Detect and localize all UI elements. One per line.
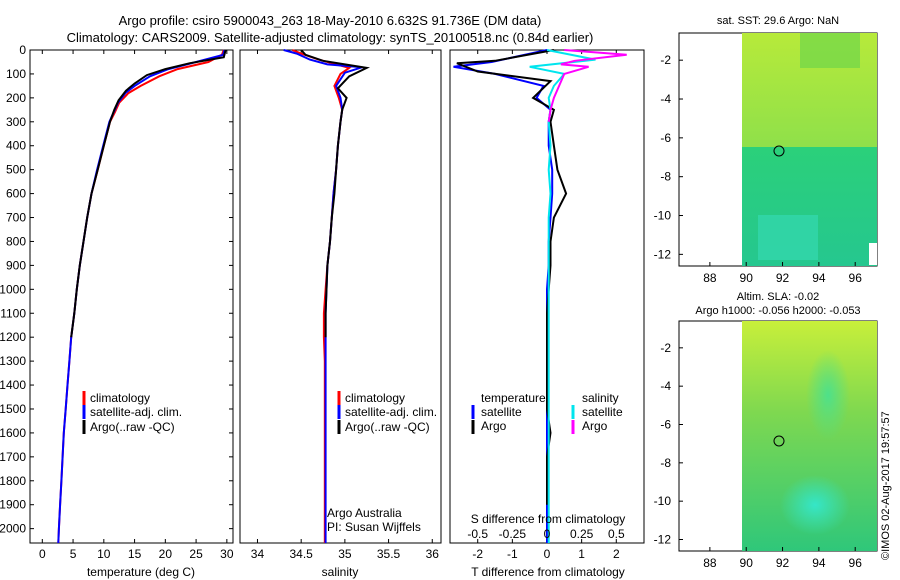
y-tick-label: 1100: [0, 306, 26, 320]
title-line-1: Argo profile: csiro 5900043_263 18-May-2…: [118, 13, 542, 28]
salinity-annotation-line1: Argo Australia: [327, 506, 402, 520]
series-line-argo-raw-qc-: [70, 49, 227, 338]
title-line-2: Climatology: CARS2009. Satellite-adjuste…: [66, 30, 594, 45]
y-tick-label: 500: [6, 163, 26, 177]
y-tick-label: 1500: [0, 402, 26, 416]
y-tick-label: 600: [6, 187, 26, 201]
altimetry-map-title-1: Altim. SLA: -0.02: [736, 291, 820, 303]
x2-tick-label: 0.25: [570, 527, 594, 541]
x-tick-label: 34: [251, 547, 265, 561]
series-line-salinity-argo: [547, 49, 627, 122]
y-tick-label: 1700: [0, 450, 26, 464]
temperature-x-axis: 0 5 10 15 20 25 30: [39, 50, 234, 561]
x-tick-label: -2: [472, 547, 483, 561]
altimetry-map-title-2: Argo h1000: -0.056 h2000: -0.053: [695, 305, 861, 317]
salinity-panel: 34 34.5 35 35.5 36 climatology satellite-adj…: [239, 49, 442, 579]
legend-argo-label: Argo(..raw -QC): [90, 420, 175, 434]
y-tick-label: 1000: [0, 282, 26, 296]
y-tick-label: 1900: [0, 498, 26, 512]
series-line-argo-raw-qc-: [300, 49, 371, 338]
x-tick-label: 25: [189, 547, 203, 561]
y-tick-label: 2000: [0, 522, 26, 536]
x-tick-label: -1: [507, 547, 518, 561]
sst-map-title: sat. SST: 29.6 Argo: NaN: [716, 15, 840, 27]
y-tick-label: 1400: [0, 378, 26, 392]
x-tick-label: 35: [338, 547, 352, 561]
legend-climatology-label: climatology: [345, 391, 405, 405]
temperature-legend: climatology satellite-adj. clim. Argo(..…: [82, 391, 182, 434]
temperature-lines: [57, 49, 227, 544]
legend-satellite-label: satellite-adj. clim.: [90, 405, 182, 419]
x-tick-label: 30: [220, 547, 234, 561]
x-tick-label: 1: [578, 547, 585, 561]
x-tick-label: 20: [159, 547, 173, 561]
y-tick-label: 1200: [0, 330, 26, 344]
salinity-difference-axis: -0.5 -0.25 0 0.25 0.5: [467, 527, 625, 541]
x-tick-label: 35.5: [377, 547, 401, 561]
legend-argo-label: Argo(..raw -QC): [345, 420, 430, 434]
salinity-x-axis: 34 34.5 35 35.5 36: [251, 50, 439, 561]
x2-tick-label: -0.25: [499, 527, 527, 541]
x2-tick-label: 0: [544, 527, 551, 541]
x-tick-label: 0: [544, 547, 551, 561]
y-tick-label: 1800: [0, 474, 26, 488]
salinity-x-label: salinity: [322, 565, 359, 579]
x-tick-label: 0: [39, 547, 46, 561]
depth-axis: 0 100 200 300 400 500 600 700 800 900 1000 1100 1200…: [0, 43, 644, 536]
x-tick-label: 10: [97, 547, 111, 561]
x-tick-label: 15: [128, 547, 142, 561]
salinity-lines: [283, 49, 371, 543]
y-tick-label: 400: [6, 139, 26, 153]
x2-tick-label: -0.5: [467, 527, 488, 541]
salinity-plot-frame: [239, 49, 442, 544]
y-tick-label: 900: [6, 258, 26, 272]
y-tick-label: 800: [6, 234, 26, 248]
x-tick-label: 5: [70, 547, 77, 561]
difference-lines: [453, 49, 627, 543]
y-tick-label: 700: [6, 211, 26, 225]
legend-climatology-label: climatology: [90, 391, 150, 405]
imos-timestamp: ©IMOS 02-Aug-2017 19:57:57: [880, 411, 892, 560]
difference-x2-label: S difference from climatology: [471, 512, 626, 526]
legend-t-satellite-label: satellite: [481, 405, 522, 419]
x2-tick-label: 0.5: [608, 527, 625, 541]
salinity-annotation-line2: PI: Susan Wijffels: [327, 520, 421, 534]
legend-temperature-title: temperature: [481, 391, 546, 405]
x-tick-label: 36: [426, 547, 440, 561]
legend-t-argo-label: Argo: [481, 419, 507, 433]
y-tick-label: 1300: [0, 354, 26, 368]
y-tick-label: 200: [6, 91, 26, 105]
series-line-salinity-satellite: [529, 49, 596, 543]
difference-legend: temperature salinity satellite Argo sate…: [471, 391, 623, 434]
y-tick-label: 100: [6, 67, 26, 81]
x-tick-label: 34.5: [289, 547, 313, 561]
salinity-legend: climatology satellite-adj. clim. Argo(..…: [337, 391, 437, 434]
legend-salinity-title: salinity: [582, 391, 619, 405]
y-tick-label: 1600: [0, 426, 26, 440]
y-tick-label: 0: [19, 43, 26, 57]
legend-s-argo-label: Argo: [582, 419, 608, 433]
legend-satellite-label: satellite-adj. clim.: [345, 405, 437, 419]
temperature-panel: 0100200300400500600700800900100011001200…: [0, 43, 644, 579]
x-tick-label: 2: [613, 547, 620, 561]
difference-x-label: T difference from climatology: [471, 565, 625, 579]
difference-panel: -2 -1 0 1 2 temperature salinity satellite A…: [449, 49, 645, 579]
temperature-plot-frame: [29, 49, 234, 544]
y-tick-label: 300: [6, 115, 26, 129]
temperature-x-label: temperature (deg C): [87, 565, 195, 579]
legend-s-satellite-label: satellite: [582, 405, 623, 419]
